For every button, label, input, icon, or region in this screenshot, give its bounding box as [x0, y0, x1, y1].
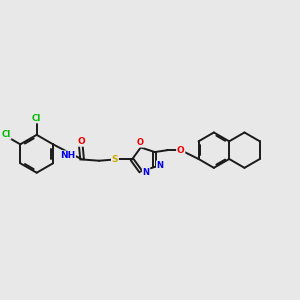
- Text: Cl: Cl: [2, 130, 11, 139]
- Text: O: O: [177, 146, 184, 155]
- Text: Cl: Cl: [32, 114, 41, 123]
- Text: O: O: [136, 138, 144, 147]
- Text: O: O: [77, 137, 85, 146]
- Text: NH: NH: [60, 151, 75, 160]
- Text: N: N: [157, 161, 164, 170]
- Text: N: N: [142, 168, 150, 177]
- Text: S: S: [112, 155, 118, 164]
